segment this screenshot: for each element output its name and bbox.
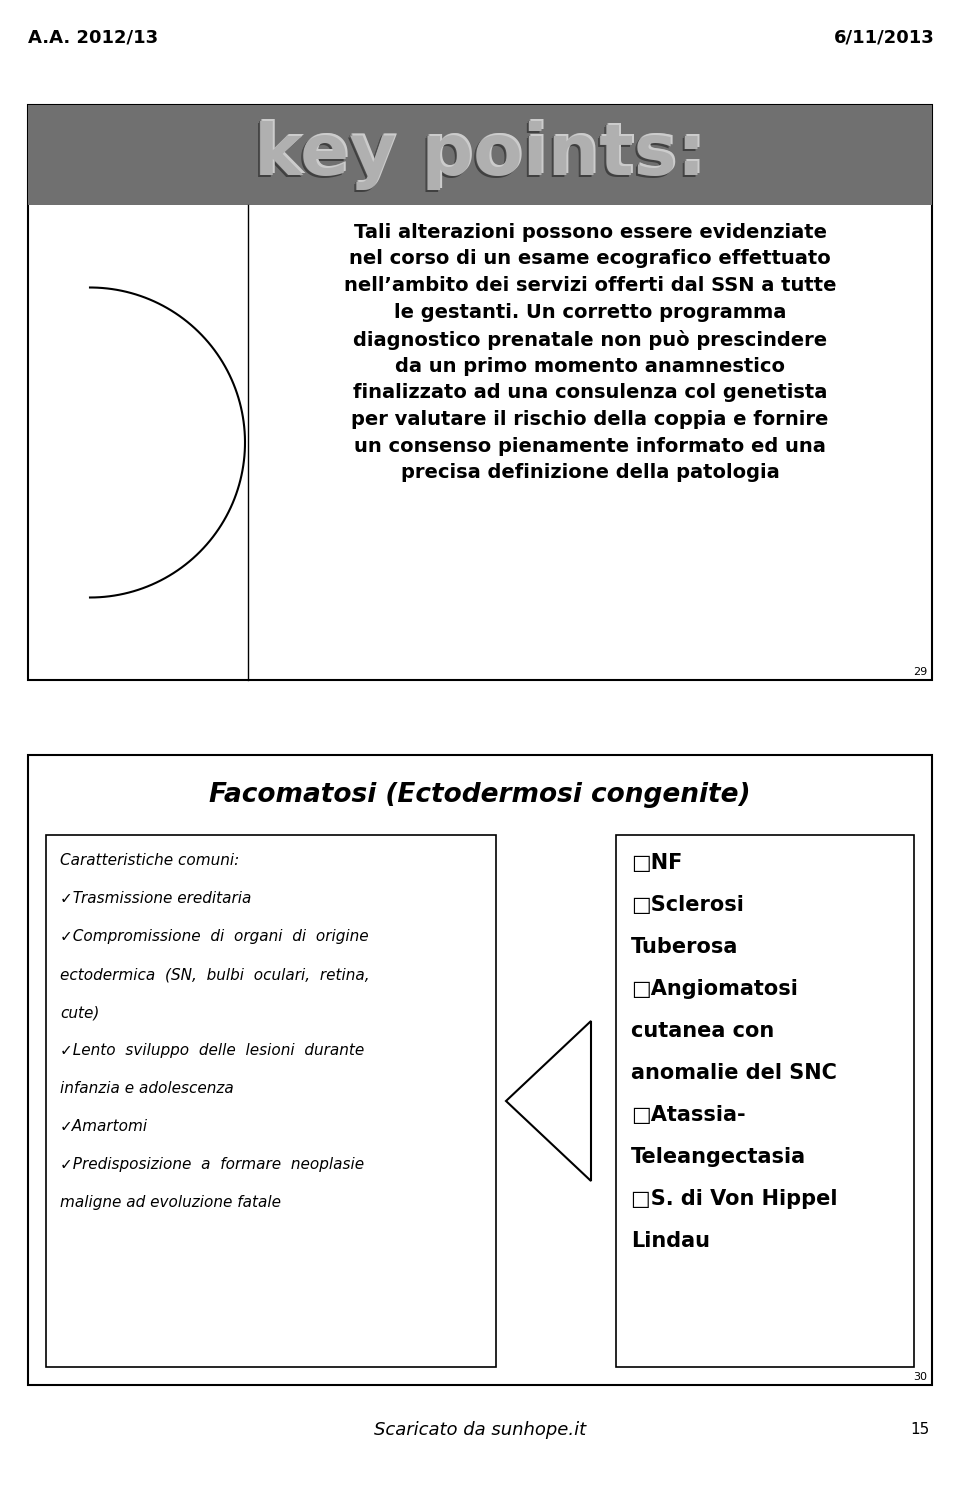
Text: key points:: key points: — [254, 121, 706, 189]
Text: key points:: key points: — [256, 119, 708, 188]
Text: key points:: key points: — [255, 119, 707, 189]
FancyBboxPatch shape — [28, 104, 932, 206]
Text: Teleangectasia: Teleangectasia — [631, 1147, 806, 1167]
Text: □NF: □NF — [631, 852, 683, 873]
Text: □S. di Von Hippel: □S. di Von Hippel — [631, 1189, 837, 1208]
FancyBboxPatch shape — [28, 755, 932, 1386]
Text: 29: 29 — [913, 668, 927, 676]
Text: ✓Trasmissione ereditaria: ✓Trasmissione ereditaria — [60, 891, 252, 906]
Text: Lindau: Lindau — [631, 1231, 710, 1252]
Text: Scaricato da sunhope.it: Scaricato da sunhope.it — [374, 1421, 586, 1439]
Text: □Angiomatosi: □Angiomatosi — [631, 979, 798, 998]
Text: 6/11/2013: 6/11/2013 — [834, 28, 935, 46]
Text: anomalie del SNC: anomalie del SNC — [631, 1062, 837, 1083]
Text: cutanea con: cutanea con — [631, 1021, 775, 1042]
Text: Tuberosa: Tuberosa — [631, 937, 738, 957]
Text: cute): cute) — [60, 1004, 100, 1021]
Text: key points:: key points: — [252, 122, 704, 192]
Text: ✓Compromissione  di  organi  di  origine: ✓Compromissione di organi di origine — [60, 928, 369, 945]
FancyBboxPatch shape — [46, 834, 496, 1366]
Text: ✓Lento  sviluppo  delle  lesioni  durante: ✓Lento sviluppo delle lesioni durante — [60, 1043, 364, 1058]
Text: ectodermica  (SN,  bulbi  oculari,  retina,: ectodermica (SN, bulbi oculari, retina, — [60, 967, 370, 982]
Text: □Sclerosi: □Sclerosi — [631, 895, 744, 915]
Text: maligne ad evoluzione fatale: maligne ad evoluzione fatale — [60, 1195, 281, 1210]
Text: key points:: key points: — [253, 122, 705, 191]
FancyBboxPatch shape — [28, 104, 932, 679]
FancyBboxPatch shape — [616, 834, 914, 1366]
Text: ✓Predisposizione  a  formare  neoplasie: ✓Predisposizione a formare neoplasie — [60, 1158, 364, 1173]
Text: Facomatosi (Ectodermosi congenite): Facomatosi (Ectodermosi congenite) — [209, 782, 751, 808]
Text: infanzia e adolescenza: infanzia e adolescenza — [60, 1082, 233, 1097]
Text: 15: 15 — [911, 1423, 930, 1438]
Text: ✓Amartomi: ✓Amartomi — [60, 1119, 148, 1134]
Text: Caratteristiche comuni:: Caratteristiche comuni: — [60, 852, 239, 869]
Text: Tali alterazioni possono essere evidenziate
nel corso di un esame ecografico eff: Tali alterazioni possono essere evidenzi… — [344, 224, 836, 481]
Text: □Atassia-: □Atassia- — [631, 1106, 746, 1125]
Text: 30: 30 — [913, 1372, 927, 1383]
Text: A.A. 2012/13: A.A. 2012/13 — [28, 28, 158, 46]
